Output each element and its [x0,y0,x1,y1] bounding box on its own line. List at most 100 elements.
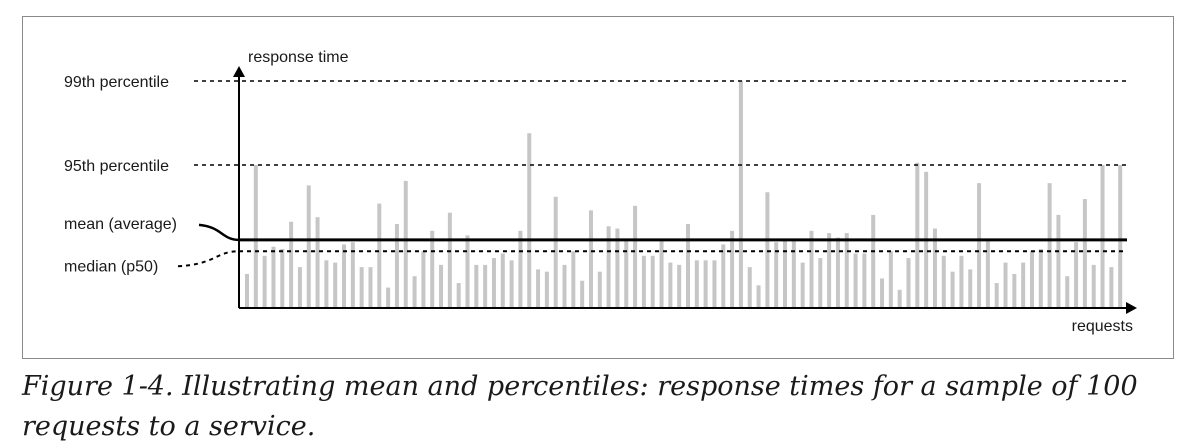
bar [1118,164,1123,308]
bar [818,258,823,308]
bar [783,239,788,308]
bar [1082,199,1087,308]
bar [597,271,602,308]
bar [465,235,470,308]
bar [932,228,937,308]
bar [624,239,629,308]
bar [668,262,673,308]
bar [791,239,796,308]
bar [306,185,311,308]
bar [518,230,523,308]
bar [871,214,876,308]
bar [324,260,329,308]
bar [694,260,699,308]
bar [1065,276,1070,308]
bar [985,239,990,308]
bar [536,269,541,308]
bar [368,267,373,308]
median-connector [177,250,240,268]
bar [1100,164,1105,308]
x-axis-label: requests [1072,318,1133,335]
bar [350,242,355,308]
bar [615,228,620,308]
mean-label: mean (average) [64,216,177,233]
bar [509,260,514,308]
bar [844,233,849,308]
median-label: median (p50) [64,258,158,275]
bar [880,278,885,308]
bar [659,239,664,308]
bar [439,264,444,308]
bar [1091,264,1096,308]
bar [915,162,920,308]
bar [562,264,567,308]
bar [1029,251,1034,308]
bar [403,180,408,308]
bar [703,260,708,308]
bar [491,258,496,308]
bar [342,244,347,308]
bar [774,242,779,308]
bar [359,267,364,308]
bar [712,260,717,308]
bar [809,230,814,308]
bar [968,269,973,308]
bar [580,280,585,308]
p95-label: 95th percentile [64,158,169,175]
bar [747,267,752,308]
bar [941,255,946,308]
bar [1047,183,1052,308]
bar [412,276,417,308]
bar [738,81,743,308]
bar [977,183,982,308]
bar [606,226,611,308]
bar [456,283,461,308]
bar [800,262,805,308]
bar [253,164,258,308]
mean-connector [198,223,240,242]
bar [553,196,558,308]
y-axis-label: response time [248,49,349,66]
bar [297,267,302,308]
bar [271,246,276,308]
bar [571,251,576,308]
bar [430,230,435,308]
bar [1003,262,1008,308]
bar [765,192,770,308]
bar [483,264,488,308]
bar [677,264,682,308]
bar [994,283,999,308]
bar [544,271,549,308]
bar [527,133,532,308]
bar [906,258,911,308]
bar [474,264,479,308]
bar [315,217,320,308]
bar [262,255,267,308]
p99-label: 99th percentile [64,74,169,91]
bar [756,285,761,308]
bar [959,255,964,308]
bar [394,224,399,308]
bar [386,287,391,308]
y-axis-arrow [233,66,245,77]
bar [888,251,893,308]
bar [588,210,593,308]
bar [633,205,638,308]
bar [1074,242,1079,308]
bar-group [245,81,1123,308]
bar [1056,214,1061,308]
bar [1012,273,1017,308]
bar [1038,248,1043,308]
bar [641,255,646,308]
bar [421,251,426,308]
bar [280,248,285,308]
bar [245,273,249,308]
bar [862,253,867,308]
bar [835,237,840,308]
figure-caption: Figure 1-4. Illustrating mean and percen… [22,371,1138,442]
bar [377,203,382,308]
bar [827,233,832,308]
bar [1021,262,1026,308]
bar [853,253,858,308]
bar [650,255,655,308]
